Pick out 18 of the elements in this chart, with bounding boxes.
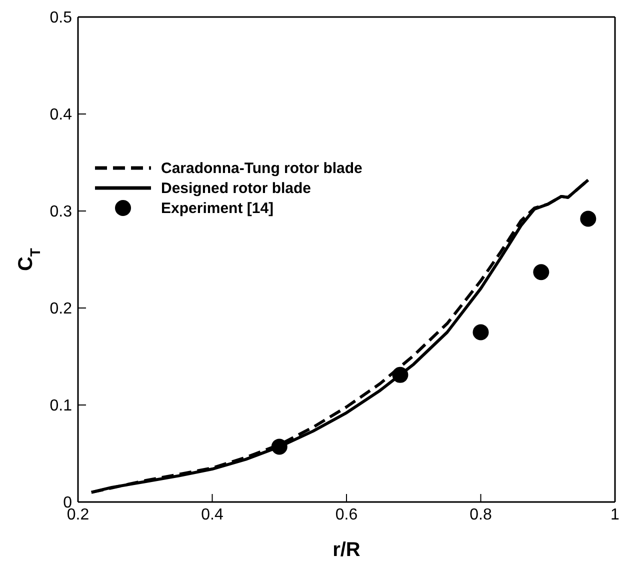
legend-label: Designed rotor blade: [161, 180, 312, 196]
y-tick-label: 0.2: [50, 300, 72, 318]
point: [392, 366, 408, 383]
point: [533, 264, 550, 280]
point: [580, 210, 596, 227]
x-tick-label: 1: [610, 506, 620, 524]
y-tick-label: 0.5: [50, 10, 72, 27]
legend-label: Experiment [14]: [161, 200, 274, 216]
y-tick-label: 0.1: [50, 398, 72, 415]
y-tick-label: 0.4: [50, 106, 72, 124]
point: [271, 438, 288, 455]
x-tick-label: 0.4: [201, 506, 224, 524]
x-tick-label: 0.6: [335, 506, 358, 524]
y-tick-label: 0.3: [50, 204, 72, 221]
x-axis-title: r/R: [332, 539, 361, 561]
point: [472, 324, 489, 340]
x-tick-label: 0.8: [470, 506, 492, 524]
legend-label: Caradonna-Tung rotor blade: [161, 160, 362, 176]
